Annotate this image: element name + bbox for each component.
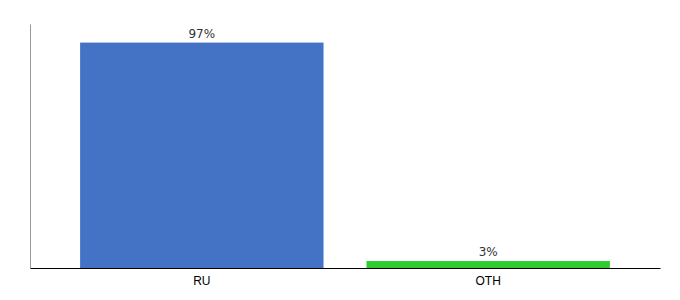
- y-axis-line: [30, 25, 31, 269]
- data-label: 3%: [479, 245, 498, 259]
- chart: RU OTH 97% 3%: [0, 0, 680, 300]
- bars: [80, 43, 610, 268]
- bar: [366, 261, 609, 268]
- x-axis: RU OTH: [31, 269, 661, 288]
- x-tick-label: RU: [193, 274, 210, 288]
- x-axis-line: [31, 268, 661, 269]
- plot-area: RU OTH 97% 3%: [31, 25, 661, 288]
- data-label: 97%: [188, 27, 215, 41]
- x-tick: OTH: [476, 274, 501, 288]
- data-labels: 97% 3%: [188, 27, 497, 259]
- y-axis: [30, 25, 31, 269]
- bar: [80, 43, 323, 268]
- x-tick: RU: [193, 274, 210, 288]
- x-tick-label: OTH: [476, 274, 501, 288]
